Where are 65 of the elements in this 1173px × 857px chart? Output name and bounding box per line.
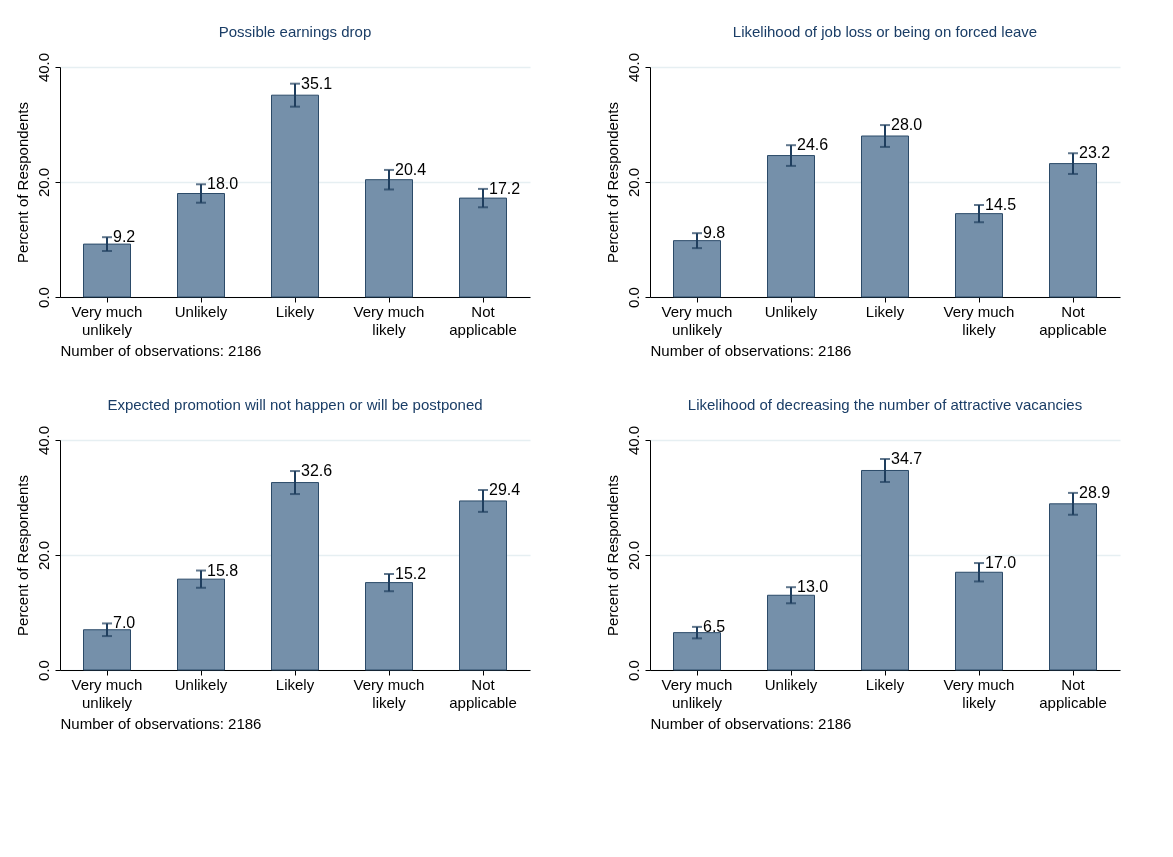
chart-title: Likelihood of job loss or being on forced leave (732, 23, 1038, 41)
y-tick-label: 40.0 (34, 425, 52, 456)
x-tick-label: Likely (865, 675, 905, 693)
text: Number of observations: 2186 (60, 341, 262, 359)
chart-title: Likelihood of decreasing the number of attractive vacancies (687, 396, 1083, 414)
text: Number of observations: 2186 (60, 714, 262, 732)
text: Number of observations: 2186 (650, 341, 852, 359)
y-axis-title: Percent of Respondents (603, 475, 621, 636)
y-tick-label: 0.0 (34, 287, 52, 308)
x-tick-label: Unlikely (764, 675, 818, 693)
data-label: 17.2 (489, 179, 521, 197)
y-axis-title: Percent of Respondents (13, 102, 31, 263)
x-tick-label: Not applicable (449, 675, 517, 711)
x-tick-label: Very much unlikely (661, 302, 733, 338)
y-tick-label: 40.0 (34, 52, 52, 83)
x-tick-label: Very much likely (353, 675, 425, 711)
data-label: 14.5 (985, 196, 1017, 213)
data-label: 9.2 (113, 228, 136, 246)
data-label: 9.8 (703, 224, 726, 242)
x-tick-label: Very much unlikely (71, 675, 143, 711)
x-tick-label: Likely (865, 302, 905, 320)
y-tick-label: 0.0 (34, 660, 52, 681)
data-label: 24.6 (797, 136, 829, 154)
x-tick-label: Likely (275, 675, 315, 693)
data-label: 17.0 (985, 554, 1017, 572)
data-label: 28.9 (1079, 483, 1111, 501)
text: Number of observations: 2186 (650, 714, 852, 732)
y-tick-label: 20.0 (34, 167, 52, 198)
data-label: 35.1 (301, 74, 333, 92)
data-label: 18.0 (207, 175, 239, 193)
x-tick-label: Likely (275, 302, 315, 320)
x-tick-label: Unlikely (174, 675, 228, 693)
data-label: 20.4 (395, 160, 427, 178)
chart-title: Expected promotion will not happen or will be postponed (107, 396, 483, 414)
x-tick-label: Very much likely (943, 675, 1015, 711)
y-tick-label: 20.0 (624, 167, 642, 198)
x-tick-label: Not applicable (1039, 302, 1107, 338)
data-label: 23.2 (1079, 144, 1111, 162)
y-axis-title: Percent of Respondents (13, 475, 31, 636)
x-tick-label: Unlikely (174, 302, 228, 320)
x-tick-label: Not applicable (449, 302, 517, 338)
data-label: 6.5 (703, 617, 726, 635)
data-label: 28.0 (891, 116, 923, 134)
x-tick-label: Very much likely (943, 302, 1015, 338)
y-tick-label: 20.0 (624, 540, 642, 571)
data-label: 34.7 (891, 449, 923, 467)
bar (673, 632, 721, 671)
x-tick-label: Very much unlikely (71, 302, 143, 338)
data-label: 7.0 (113, 614, 136, 632)
y-tick-label: 40.0 (624, 425, 642, 456)
y-tick-label: 0.0 (624, 660, 642, 681)
data-label: 15.2 (395, 564, 427, 582)
data-label: 32.6 (301, 462, 333, 480)
x-tick-label: Very much likely (353, 302, 425, 338)
y-axis-title: Percent of Respondents (603, 102, 621, 263)
x-tick-label: Unlikely (764, 302, 818, 320)
data-label: 29.4 (489, 481, 521, 499)
y-tick-label: 0.0 (624, 287, 642, 308)
y-tick-label: 40.0 (624, 52, 642, 83)
y-tick-label: 20.0 (34, 540, 52, 571)
x-tick-label: Not applicable (1039, 675, 1107, 711)
data-label: 13.0 (797, 578, 829, 596)
x-tick-label: Very much unlikely (661, 675, 733, 711)
data-label: 15.8 (207, 561, 239, 579)
chart-title: Possible earnings drop (218, 23, 372, 41)
